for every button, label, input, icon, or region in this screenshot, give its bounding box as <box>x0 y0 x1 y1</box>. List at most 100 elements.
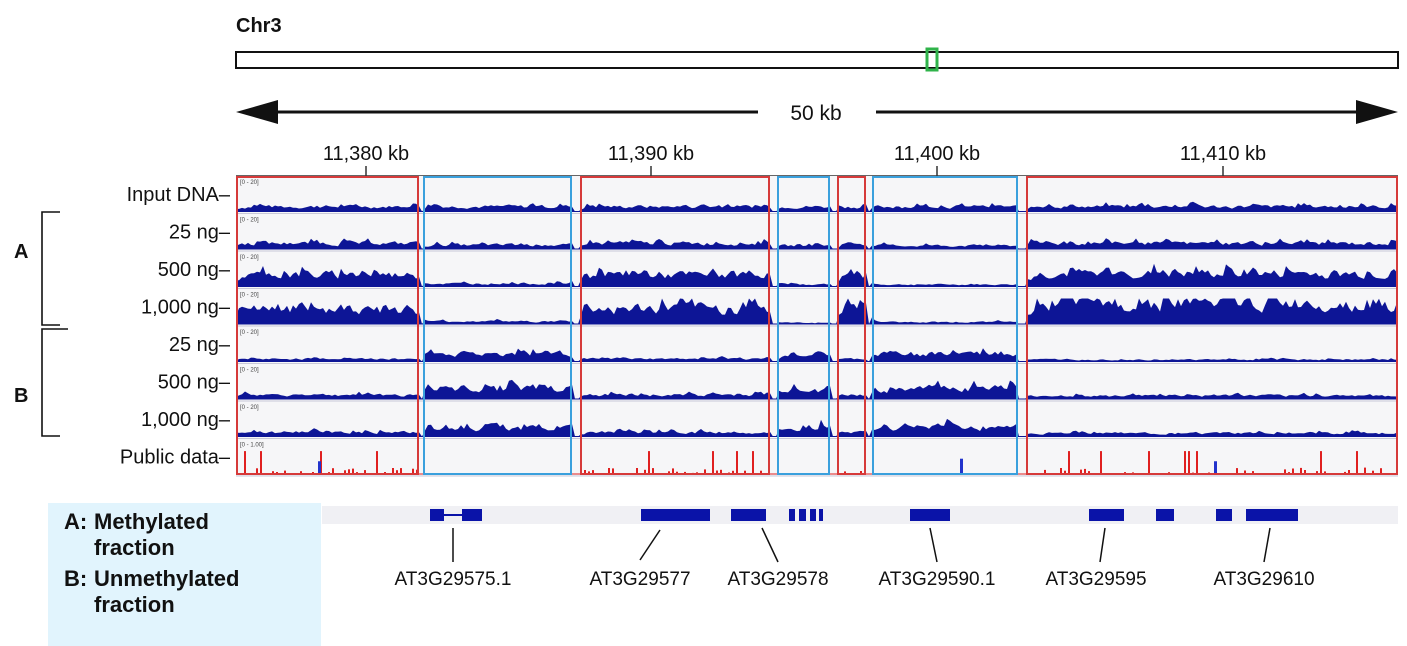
group-bracket-a: A <box>14 211 60 326</box>
methylation-spike <box>712 451 714 474</box>
methylation-spike <box>1324 471 1326 474</box>
bracket-b-line <box>41 328 68 437</box>
methylation-spike <box>260 451 262 474</box>
methylation-spike <box>684 471 686 474</box>
gene-at3g29595[interactable]: AT3G29595 <box>1045 509 1232 590</box>
methylation-spike-blue <box>318 461 321 474</box>
methylation-spike <box>300 471 302 474</box>
group-a-label: A <box>14 241 28 263</box>
region-boxes <box>236 176 1398 475</box>
methylation-spike <box>344 470 346 474</box>
methylation-spike <box>1044 469 1046 474</box>
methylation-spike <box>644 469 646 474</box>
gene-at3g29590.1[interactable]: AT3G29590.1 <box>879 509 996 590</box>
gene-exon <box>810 509 816 521</box>
gene-at3g29577[interactable]: AT3G29577 <box>589 509 710 590</box>
gene-track: AT3G29575.1 AT3G29577 AT3G29578 AT3G29590.1… <box>395 509 1315 590</box>
track-label: Input DNA– <box>127 184 231 206</box>
track-label: 1,000 ng– <box>141 409 231 431</box>
gene-at3g29575.1[interactable]: AT3G29575.1 <box>395 509 512 590</box>
methylation-spike <box>612 468 614 474</box>
methylation-spike <box>392 468 394 474</box>
ruler: 11,380 kb 11,390 kb 11,400 kb 11,410 kb <box>236 143 1398 177</box>
gene-at3g29610[interactable]: AT3G29610 <box>1213 509 1315 590</box>
coverage-signal <box>236 201 1398 212</box>
legend-key-a: A: <box>64 509 88 534</box>
track-label: 500 ng– <box>158 372 231 394</box>
region-box-methylated <box>1026 176 1398 475</box>
methylation-spike <box>716 470 718 474</box>
methylation-spike <box>348 469 350 474</box>
methylation-spike <box>860 471 862 474</box>
methylation-spike <box>744 470 746 474</box>
gene-label: AT3G29575.1 <box>395 569 512 590</box>
gene-exon <box>641 509 710 521</box>
methylation-spike <box>1380 468 1382 474</box>
methylation-spike <box>396 470 398 474</box>
gene-track-background <box>322 506 1398 524</box>
methylation-spike <box>704 469 706 474</box>
methylation-spike <box>1316 471 1318 474</box>
coverage-signal <box>236 238 1398 249</box>
methylation-spike <box>732 470 734 474</box>
methylation-spike <box>584 470 586 474</box>
methylation-spike <box>1184 451 1186 474</box>
methylation-spike <box>256 468 258 474</box>
methylation-spike-blue <box>1214 461 1217 474</box>
ruler-tick-label: 11,390 kb <box>608 143 694 165</box>
track-5: 25 ng– [0 - 20] <box>169 330 1398 364</box>
gene-label: AT3G29590.1 <box>879 569 996 590</box>
chromosome-view-highlight[interactable] <box>925 47 939 72</box>
methylation-spike <box>648 451 650 474</box>
methylation-spike <box>332 468 334 474</box>
gene-at3g29578[interactable]: AT3G29578 <box>727 509 829 590</box>
gene-exon <box>1089 509 1124 521</box>
methylation-spike <box>400 468 402 474</box>
gene-leader-line <box>1099 527 1106 563</box>
methylation-spike <box>844 471 846 474</box>
methylation-spike <box>1320 451 1322 474</box>
gene-exon <box>462 509 482 521</box>
track-1: Input DNA– [0 - 20] <box>127 180 1398 214</box>
methylation-spike <box>1244 470 1246 474</box>
track-7: 1,000 ng– [0 - 20] <box>141 405 1398 439</box>
gene-exon <box>910 509 950 521</box>
scale-bar-right-arrow-icon <box>1356 100 1398 124</box>
methylation-spike <box>672 468 674 474</box>
scale-bar-left-arrow-icon <box>236 100 278 124</box>
methylation-spike <box>412 468 414 474</box>
methylation-spike <box>676 471 678 474</box>
methylation-spike <box>244 451 246 474</box>
chromosome-ideogram[interactable] <box>235 51 1399 69</box>
methylation-spike <box>636 468 638 474</box>
methylation-spike <box>1344 471 1346 474</box>
methylation-spike <box>1080 469 1082 474</box>
methylation-spike <box>720 469 722 474</box>
methylation-spike <box>1252 471 1254 474</box>
methylation-spike <box>1356 451 1358 474</box>
scale-bar-label: 50 kb <box>790 102 841 125</box>
methylation-spike <box>1348 470 1350 474</box>
methylation-spike <box>1292 468 1294 474</box>
coverage-signal <box>236 418 1398 437</box>
methylation-spike <box>652 468 654 474</box>
legend-key-b: B: <box>64 566 88 591</box>
legend-text-b: Unmethylated fraction <box>94 566 240 617</box>
methylation-spike <box>1064 470 1066 474</box>
methylation-spike <box>588 471 590 474</box>
methylation-spike <box>1364 467 1366 474</box>
methylation-spike <box>1284 469 1286 474</box>
methylation-spike <box>284 470 286 474</box>
group-b-label: B <box>14 385 28 407</box>
gene-exon <box>731 509 766 521</box>
track-2: 25 ng– [0 - 20] <box>169 218 1398 252</box>
scale-bar: 50 kb <box>236 100 1398 125</box>
region-box-unmethylated <box>423 176 572 475</box>
track-label: 1,000 ng– <box>141 297 231 319</box>
ruler-tick-label: 11,410 kb <box>1180 143 1266 165</box>
methylation-spike <box>1196 451 1198 474</box>
track-label: 25 ng– <box>169 222 231 244</box>
coverage-signal <box>236 348 1398 362</box>
legend-entry-a: A: Methylated fraction <box>64 509 321 561</box>
methylation-spike <box>1148 451 1150 474</box>
